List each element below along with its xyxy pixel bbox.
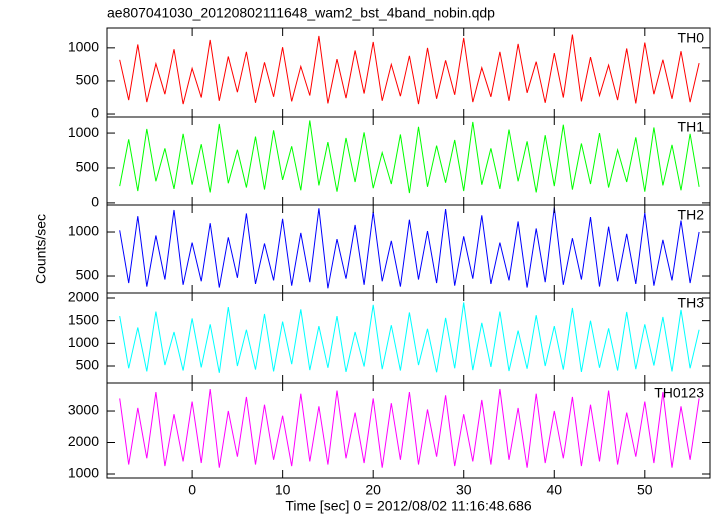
x-tick-label: 40 bbox=[546, 482, 562, 498]
y-axis-label: Counts/sec bbox=[33, 214, 49, 284]
panel-label: TH3 bbox=[678, 295, 705, 311]
y-tick-label: 500 bbox=[76, 72, 100, 88]
panel-frame bbox=[106, 382, 711, 479]
x-tick-label: 0 bbox=[188, 482, 196, 498]
y-tick-label: 0 bbox=[91, 194, 99, 210]
series-line bbox=[119, 34, 700, 105]
y-tick-label: 500 bbox=[76, 267, 100, 283]
x-tick-label: 50 bbox=[637, 482, 653, 498]
y-tick-label: 2000 bbox=[68, 289, 99, 305]
panel-label: TH0 bbox=[678, 30, 705, 46]
y-tick-label: 500 bbox=[76, 357, 100, 373]
y-tick-label: 500 bbox=[76, 159, 100, 175]
y-tick-label: 3000 bbox=[68, 402, 99, 418]
y-tick-label: 1000 bbox=[68, 223, 99, 239]
y-tick-label: 1000 bbox=[68, 465, 99, 481]
y-tick-label: 1500 bbox=[68, 311, 99, 327]
series-line bbox=[119, 207, 700, 289]
panel-label: TH2 bbox=[678, 207, 705, 223]
panel-label: TH1 bbox=[678, 119, 705, 135]
x-tick-label: 10 bbox=[275, 482, 291, 498]
y-tick-label: 1000 bbox=[68, 39, 99, 55]
y-tick-label: 2000 bbox=[68, 433, 99, 449]
y-tick-label: 1000 bbox=[68, 124, 99, 140]
x-tick-label: 30 bbox=[456, 482, 472, 498]
series-line bbox=[119, 120, 700, 194]
chart-title: ae807041030_20120802111648_wam2_bst_4ban… bbox=[107, 5, 495, 21]
series-line bbox=[119, 388, 700, 468]
x-tick-label: 20 bbox=[365, 482, 381, 498]
y-tick-label: 0 bbox=[91, 105, 99, 121]
x-axis-label: Time [sec] 0 = 2012/08/02 11:16:48.686 bbox=[285, 498, 532, 514]
panel-label: TH0123 bbox=[654, 385, 704, 401]
y-tick-label: 1000 bbox=[68, 334, 99, 350]
series-line bbox=[119, 302, 700, 373]
